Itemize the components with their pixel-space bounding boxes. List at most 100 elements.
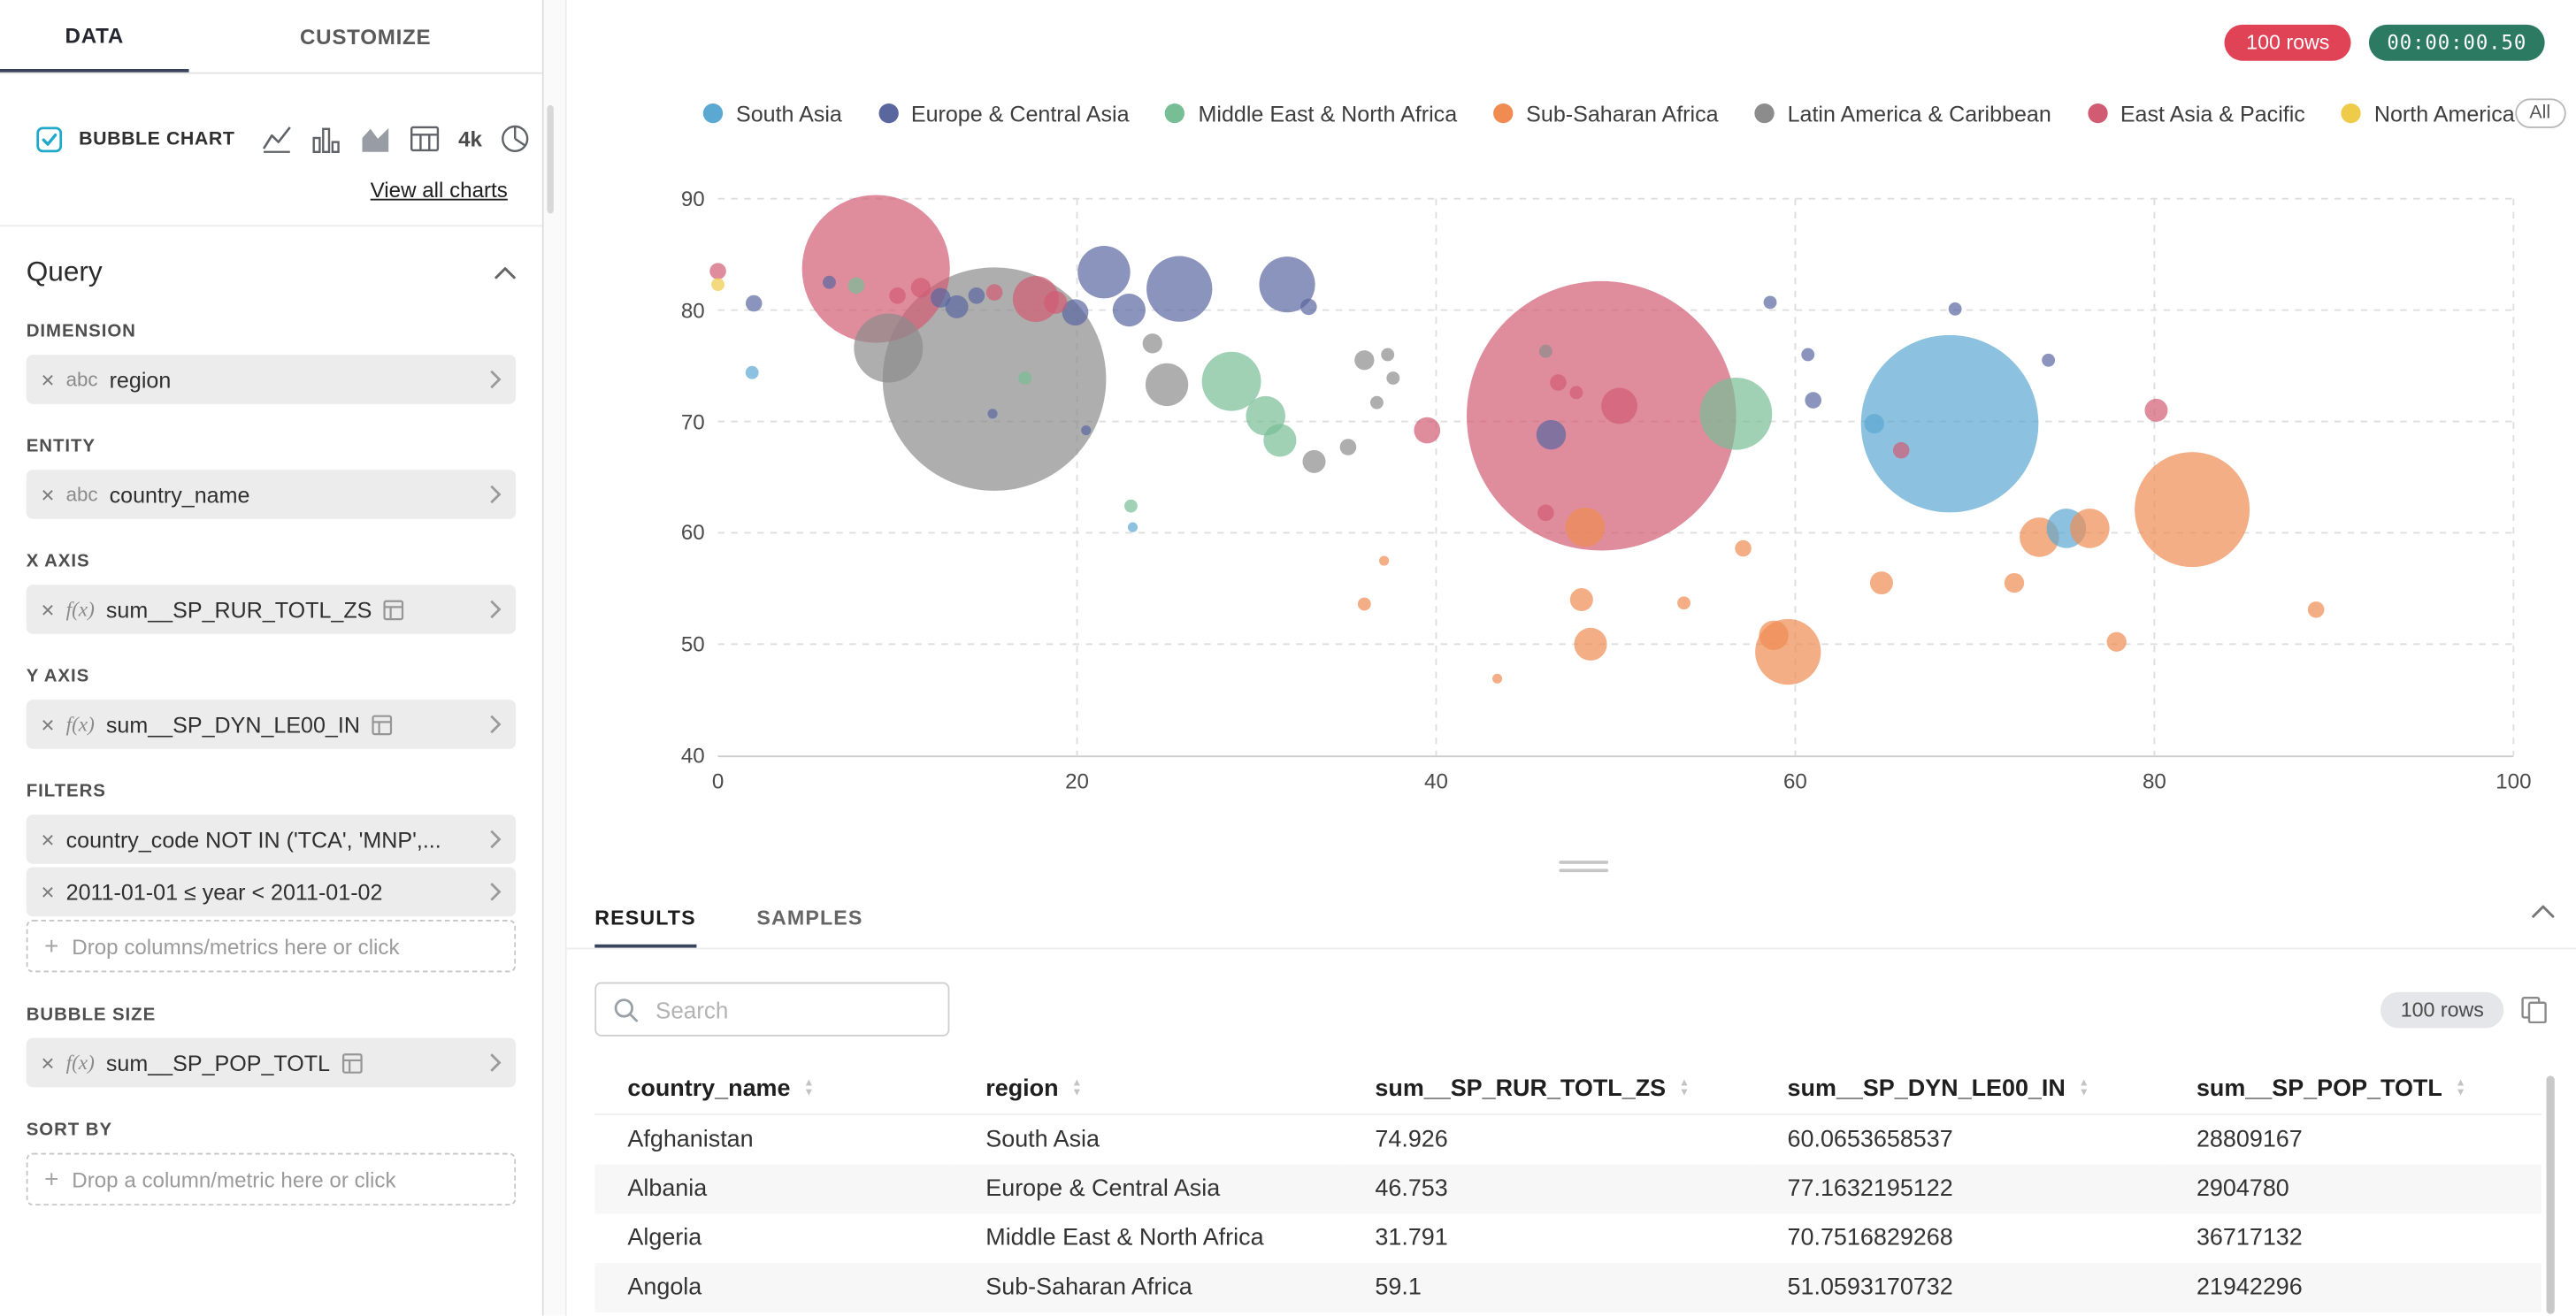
bubble [910, 278, 932, 298]
sort-icon[interactable]: ▲ ▼ [1678, 1077, 1690, 1099]
sort-icon[interactable]: ▲ ▼ [2455, 1077, 2466, 1099]
control-panel-tabs: DATA CUSTOMIZE [0, 0, 542, 74]
legend-item[interactable]: North America [2341, 101, 2515, 126]
area-chart-icon[interactable] [360, 123, 391, 154]
legend-item[interactable]: East Asia & Pacific [2087, 101, 2305, 126]
pill-value: country_code NOT IN ('TCA', 'MNP',... [65, 827, 441, 852]
caret-right-icon[interactable] [489, 485, 502, 504]
dimension-pill[interactable]: × abc region [26, 355, 517, 404]
chart-legend: South Asia Europe & Central Asia Middle Ea… [702, 98, 2576, 128]
bubble [1467, 280, 1736, 551]
column-header-label: sum__SP_POP_TOTL [2196, 1075, 2442, 1103]
pill-value: sum__SP_RUR_TOTL_ZS [105, 597, 372, 622]
plus-icon: + [44, 931, 59, 960]
table-cell: Albania [627, 1176, 708, 1203]
table-chart-icon[interactable] [409, 123, 440, 154]
y-axis-tick-label: 50 [680, 631, 705, 657]
tab-data[interactable]: DATA [0, 0, 189, 73]
bubble [2144, 398, 2168, 422]
bar-chart-icon[interactable] [310, 123, 341, 154]
y-axis-pill[interactable]: × f(x) sum__SP_DYN_LE00_IN [26, 700, 517, 749]
filter-pill-year[interactable]: × 2011-01-01 ≤ year < 2011-01-02 [26, 867, 517, 917]
copy-icon[interactable] [2520, 995, 2549, 1023]
metric-grid-icon [372, 714, 393, 735]
legend-item[interactable]: Europe & Central Asia [878, 101, 1130, 126]
table-cell: Middle East & North Africa [985, 1225, 1264, 1252]
caret-right-icon[interactable] [489, 600, 502, 619]
bubble [1491, 673, 1503, 684]
column-header[interactable]: sum__SP_POP_TOTL ▲ ▼ [2163, 1066, 2542, 1116]
viz-4k-label[interactable]: 4k [458, 126, 482, 151]
table-cell: 31.791 [1375, 1225, 1448, 1252]
caret-right-icon[interactable] [489, 370, 502, 389]
query-collapse-icon[interactable] [494, 266, 516, 279]
viz-alternatives: 4k [261, 123, 531, 154]
remove-icon[interactable]: × [41, 366, 55, 393]
legend-item[interactable]: Latin America & Caribbean [1754, 101, 2051, 126]
entity-pill[interactable]: × abc country_name [26, 470, 517, 519]
bubble [2307, 601, 2325, 618]
legend-item[interactable]: South Asia [702, 101, 842, 126]
tab-results[interactable]: RESULTS [594, 907, 696, 948]
selected-viz-checkbox-icon[interactable] [36, 126, 63, 152]
column-header-label: region [985, 1075, 1059, 1103]
tab-customize[interactable]: CUSTOMIZE [299, 23, 432, 49]
sort-by-dropzone[interactable]: + Drop a column/metric here or click [26, 1152, 517, 1206]
pie-chart-icon[interactable] [500, 123, 531, 154]
remove-icon[interactable]: × [41, 596, 55, 623]
remove-icon[interactable]: × [41, 826, 55, 853]
table-cell: 59.1 [1375, 1274, 1422, 1302]
bubble [2135, 452, 2250, 568]
search-input[interactable] [652, 994, 932, 1024]
remove-icon[interactable]: × [41, 711, 55, 738]
legend-all-button[interactable]: All [2514, 98, 2565, 128]
filter-pill-country-code[interactable]: × country_code NOT IN ('TCA', 'MNP',... [26, 815, 517, 864]
bubble [1142, 333, 1162, 354]
remove-icon[interactable]: × [41, 1049, 55, 1076]
sort-icon[interactable]: ▲ ▼ [803, 1077, 815, 1099]
divider [0, 225, 542, 227]
column-header[interactable]: country_name ▲ ▼ [594, 1066, 954, 1116]
column-header[interactable]: sum__SP_DYN_LE00_IN ▲ ▼ [1754, 1066, 2164, 1116]
bubble [1354, 350, 1375, 371]
caret-right-icon[interactable] [489, 1052, 502, 1072]
panel-resize-handle[interactable] [1559, 856, 1609, 877]
x-axis-tick-label: 80 [2142, 769, 2166, 793]
legend-label: South Asia [735, 101, 842, 126]
column-header[interactable]: sum__SP_RUR_TOTL_ZS ▲ ▼ [1342, 1066, 1755, 1116]
view-all-charts-link[interactable]: View all charts [370, 177, 508, 203]
tab-samples[interactable]: SAMPLES [756, 907, 863, 930]
legend-label: Europe & Central Asia [910, 101, 1130, 126]
x-axis-pill[interactable]: × f(x) sum__SP_RUR_TOTL_ZS [26, 585, 517, 634]
line-chart-icon[interactable] [261, 123, 292, 154]
results-scrollbar[interactable] [2546, 1075, 2555, 1314]
legend-item[interactable]: Middle East & North Africa [1165, 101, 1457, 126]
bubble [1735, 539, 1752, 557]
results-rowcount-badge: 100 rows [2380, 991, 2504, 1028]
bubble [1569, 588, 1593, 612]
sort-icon[interactable]: ▲ ▼ [2078, 1077, 2089, 1099]
filters-dropzone[interactable]: + Drop columns/metrics here or click [26, 919, 517, 973]
metric-type-label: f(x) [65, 1050, 95, 1074]
column-type-label: abc [65, 367, 98, 391]
remove-icon[interactable]: × [41, 481, 55, 508]
remove-icon[interactable]: × [41, 878, 55, 906]
caret-right-icon[interactable] [489, 715, 502, 734]
dropzone-text: Drop columns/metrics here or click [72, 933, 400, 959]
bubble-plot-svg [709, 195, 2515, 756]
legend-item[interactable]: Sub-Saharan Africa [1493, 101, 1719, 126]
table-cell: 46.753 [1375, 1176, 1448, 1203]
bubble [2070, 509, 2110, 548]
results-collapse-icon[interactable] [2532, 903, 2555, 918]
bubble-size-pill[interactable]: × f(x) sum__SP_POP_TOTL [26, 1037, 517, 1088]
table-cell: Sub-Saharan Africa [985, 1274, 1192, 1302]
table-cell: 36717132 [2196, 1225, 2303, 1252]
caret-right-icon[interactable] [489, 830, 502, 849]
table-cell: South Asia [985, 1127, 1100, 1154]
column-header[interactable]: region ▲ ▼ [953, 1066, 1343, 1116]
sidebar-scrollbar[interactable] [547, 104, 554, 214]
sort-icon[interactable]: ▲ ▼ [1071, 1077, 1083, 1099]
legend-label: Latin America & Caribbean [1787, 101, 2051, 126]
caret-right-icon[interactable] [489, 882, 502, 901]
panel-resize-gutter[interactable] [543, 0, 567, 1316]
